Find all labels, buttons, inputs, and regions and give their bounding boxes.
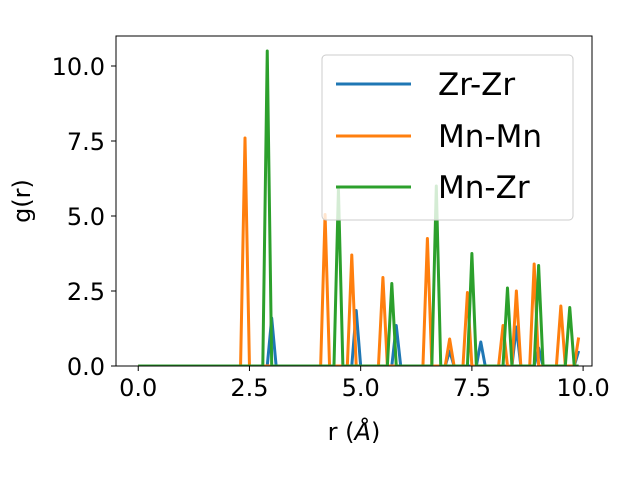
x-tick-label: 0.0 — [119, 374, 157, 402]
plot-frame — [115, 35, 593, 367]
y-tick-label: 2.5 — [67, 278, 105, 306]
y-axis-ticks: 0.0 2.5 5.0 7.5 10.0 — [52, 53, 116, 381]
x-tick-label: 5.0 — [342, 374, 380, 402]
x-tick-label: 2.5 — [230, 374, 268, 402]
series-line-mn-zr — [138, 49, 579, 366]
legend: Zr-Zr Mn-Mn Mn-Zr — [321, 54, 574, 221]
series-layer — [138, 49, 581, 366]
x-tick-label: 7.5 — [453, 374, 491, 402]
x-axis-unit: Å — [353, 417, 371, 446]
x-axis-label: r (Å) — [328, 417, 381, 446]
legend-box — [321, 54, 574, 221]
x-tick-label: 10.0 — [556, 374, 609, 402]
legend-label-mn-zr: Mn-Zr — [438, 170, 530, 206]
legend-label-zr-zr: Zr-Zr — [438, 67, 515, 103]
y-axis-label: g(r) — [8, 179, 36, 223]
y-tick-label: 7.5 — [67, 128, 105, 156]
legend-label-mn-mn: Mn-Mn — [438, 119, 542, 155]
x-axis-ticks: 0.0 2.5 5.0 7.5 10.0 — [119, 366, 610, 402]
series-line-mn-mn — [138, 136, 581, 366]
y-tick-label: 5.0 — [67, 203, 105, 231]
y-tick-label: 0.0 — [67, 353, 105, 381]
y-tick-label: 10.0 — [52, 53, 105, 81]
